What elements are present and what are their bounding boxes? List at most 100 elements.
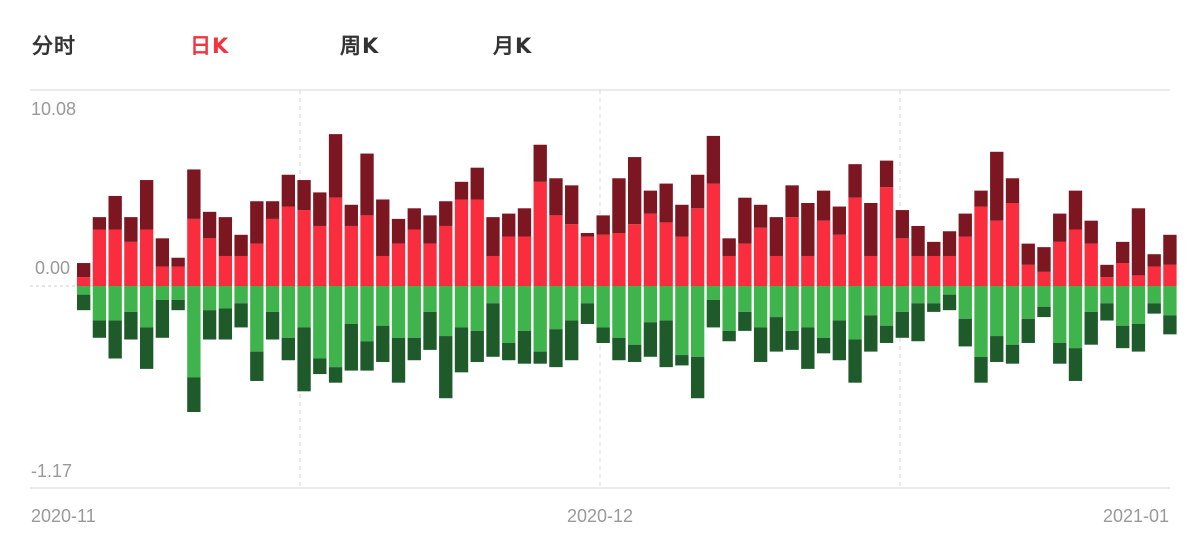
bar-positive-dark	[1021, 243, 1035, 265]
bar-negative-dark	[328, 367, 343, 383]
bar-negative-light	[895, 286, 909, 312]
bar-negative-dark	[360, 341, 374, 371]
bar-negative-light	[1131, 286, 1146, 324]
bar-positive-light	[1068, 229, 1083, 286]
bar-positive-dark	[1053, 213, 1067, 242]
bar-negative-dark	[879, 325, 894, 343]
bar-negative-dark	[659, 320, 673, 368]
bar-negative-light	[250, 286, 264, 352]
bar-positive-light	[250, 243, 264, 286]
bar-negative-light	[202, 286, 217, 311]
bar-positive-light	[769, 255, 784, 286]
bar-positive-light	[108, 229, 122, 286]
bar-negative-dark	[895, 311, 909, 338]
bar-negative-dark	[502, 342, 516, 361]
bar-positive-dark	[218, 217, 233, 256]
bar-negative-dark	[1037, 306, 1051, 318]
bar-negative-dark	[1131, 323, 1146, 352]
bar-positive-dark	[202, 211, 217, 239]
bar-positive-light	[1116, 263, 1130, 286]
bar-negative-dark	[265, 311, 280, 340]
tab-weekly-k[interactable]: 周K	[340, 34, 380, 58]
bar-negative-dark	[864, 315, 878, 352]
bar-negative-dark	[1163, 315, 1177, 335]
bar-positive-light	[801, 255, 815, 286]
bar-positive-light	[628, 224, 642, 286]
bar-positive-light	[643, 213, 658, 286]
bar-positive-dark	[911, 225, 925, 256]
bar-positive-dark	[92, 217, 107, 230]
bar-positive-light	[942, 255, 957, 286]
bar-negative-dark	[439, 336, 453, 399]
bar-positive-light	[1037, 271, 1051, 286]
bar-positive-light	[927, 255, 941, 286]
bar-negative-light	[848, 286, 862, 340]
bar-positive-dark	[533, 144, 547, 182]
bar-negative-light	[990, 286, 1004, 337]
bar-positive-light	[1131, 275, 1146, 286]
bar-negative-light	[439, 286, 453, 337]
bar-positive-dark	[486, 217, 500, 256]
bar-positive-dark	[895, 210, 909, 239]
bar-negative-dark	[690, 356, 705, 399]
bar-negative-light	[234, 286, 248, 304]
bar-negative-light	[155, 286, 170, 300]
bar-positive-dark	[391, 218, 406, 244]
bar-positive-dark	[171, 257, 185, 267]
bar-negative-light	[958, 286, 972, 319]
bar-negative-light	[1116, 286, 1130, 326]
bar-negative-light	[911, 286, 925, 304]
bar-positive-dark	[832, 206, 846, 235]
bar-positive-light	[187, 218, 201, 286]
bar-positive-light	[391, 243, 406, 286]
bar-negative-dark	[1053, 342, 1067, 364]
bar-negative-dark	[565, 320, 579, 361]
tab-monthly-k[interactable]: 月K	[493, 34, 533, 58]
bar-negative-dark	[250, 351, 264, 381]
tab-intraday[interactable]: 分时	[32, 34, 76, 58]
bar-negative-dark	[517, 330, 532, 364]
x-tick-label-jan: 2021-01	[1103, 506, 1169, 526]
bar-positive-light	[706, 183, 721, 286]
bar-negative-light	[864, 286, 878, 316]
bar-positive-dark	[439, 201, 453, 226]
bar-positive-light	[911, 255, 925, 286]
bar-negative-light	[265, 286, 280, 312]
bar-negative-light	[612, 286, 626, 338]
bar-negative-dark	[927, 303, 941, 312]
bar-positive-light	[974, 206, 988, 286]
bar-negative-light	[738, 286, 752, 312]
bar-positive-dark	[596, 215, 610, 235]
bar-positive-light	[596, 234, 610, 286]
bar-negative-light	[1005, 286, 1020, 345]
bar-positive-dark	[502, 213, 516, 237]
bar-negative-light	[1053, 286, 1067, 343]
bar-positive-light	[171, 266, 185, 286]
bar-positive-light	[502, 236, 516, 286]
bar-positive-light	[990, 220, 1004, 286]
bar-negative-light	[942, 286, 957, 295]
bar-negative-light	[832, 286, 846, 321]
bar-positive-light	[1100, 277, 1114, 286]
bar-positive-light	[439, 225, 453, 286]
bar-negative-dark	[832, 320, 846, 361]
tab-daily-k[interactable]: 日K	[190, 34, 230, 58]
bar-positive-dark	[360, 153, 374, 216]
bar-positive-dark	[643, 190, 658, 214]
bar-positive-light	[454, 199, 469, 286]
bar-negative-dark	[722, 330, 736, 342]
bar-negative-light	[1163, 286, 1177, 316]
bar-negative-light	[281, 286, 295, 338]
bar-negative-light	[628, 286, 642, 345]
bar-positive-light	[92, 229, 107, 286]
bar-negative-dark	[344, 323, 358, 371]
bar-negative-light	[1100, 286, 1114, 304]
bar-positive-dark	[864, 203, 878, 256]
bar-positive-dark	[155, 238, 170, 267]
bar-negative-light	[124, 286, 138, 312]
y-tick-label-min: -1.17	[31, 461, 72, 481]
bar-positive-dark	[848, 164, 862, 198]
bar-negative-light	[533, 286, 547, 352]
bar-positive-light	[1021, 264, 1035, 286]
